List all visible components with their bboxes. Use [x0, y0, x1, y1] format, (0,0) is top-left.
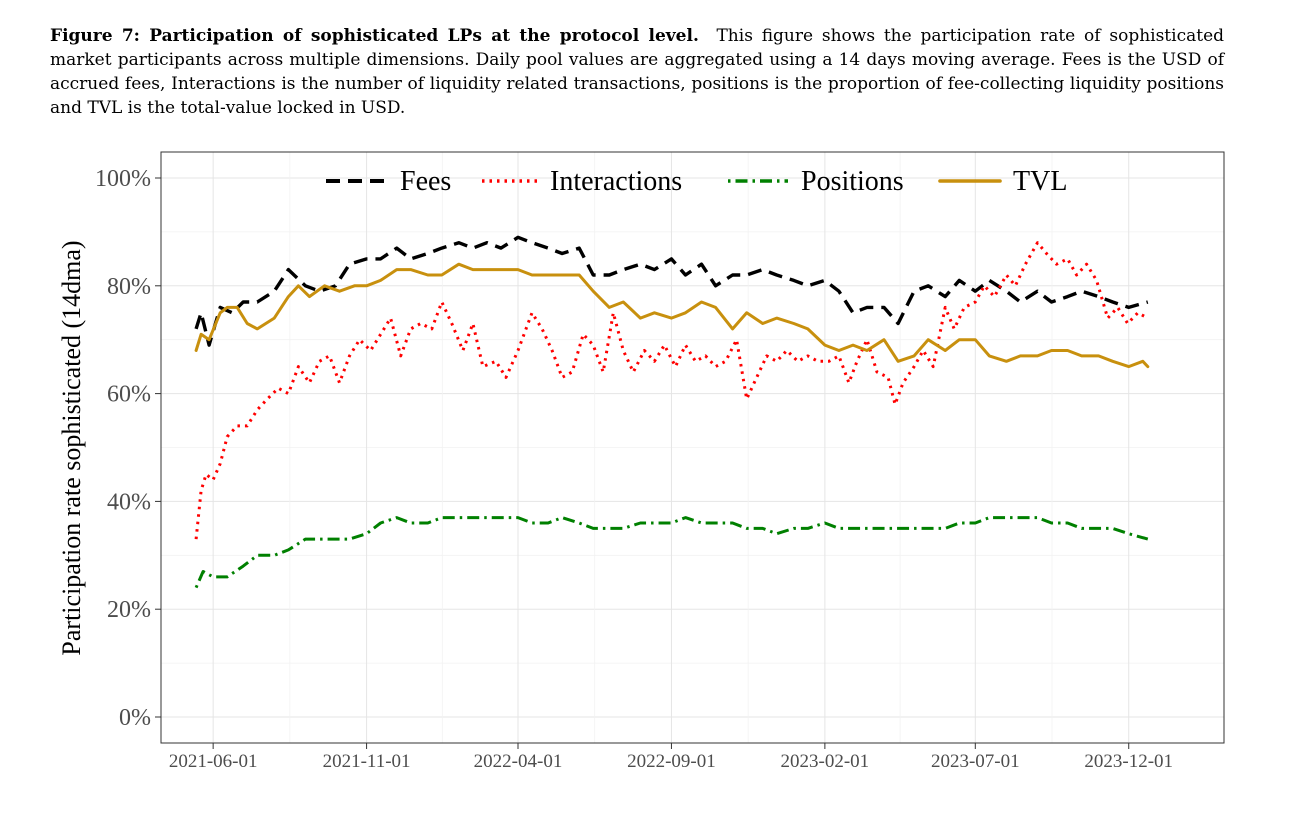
x-tick-label: 2023-12-01	[1084, 751, 1173, 772]
gridlines	[161, 152, 1224, 743]
plot-panel	[160, 151, 1225, 744]
series-lines	[194, 235, 1150, 589]
figure-caption: Figure 7: Participation of sophisticated…	[50, 24, 1224, 120]
y-axis-label: Participation rate sophisticated (14dma)	[57, 240, 86, 655]
x-axis: 2021-06-01 2021-11-01 2022-04-01 2022-09-01…	[169, 743, 1173, 772]
y-tick-label: 80%	[107, 274, 151, 300]
x-tick-label: 2023-02-01	[781, 751, 870, 772]
y-tick-label: 0%	[119, 705, 151, 731]
x-tick-label: 2021-06-01	[169, 751, 258, 772]
caption-body: This figure shows the participation rate…	[50, 26, 1225, 118]
y-tick-label: 20%	[107, 597, 151, 623]
x-tick-label: 2022-09-01	[627, 751, 716, 772]
series-line-positions	[194, 516, 1149, 589]
x-tick-label: 2023-07-01	[931, 751, 1020, 772]
legend-label-tvl: TVL	[1013, 166, 1067, 197]
x-tick-label: 2022-04-01	[474, 751, 563, 772]
y-tick-label: 40%	[107, 489, 151, 515]
y-tick-label: 60%	[107, 382, 151, 408]
legend: Fees Interactions Positions TVL	[326, 166, 1067, 197]
y-axis: 0% 20% 40% 60% 80% 100%	[95, 166, 161, 731]
legend-label-positions: Positions	[801, 166, 904, 197]
legend-label-interactions: Interactions	[550, 166, 682, 197]
y-tick-label: 100%	[95, 166, 151, 192]
legend-label-fees: Fees	[400, 166, 451, 197]
series-line-tvl	[194, 262, 1150, 369]
caption-lead: Figure 7: Participation of sophisticated…	[50, 26, 699, 46]
series-line-interactions	[194, 241, 1149, 540]
x-tick-label: 2021-11-01	[323, 751, 411, 772]
